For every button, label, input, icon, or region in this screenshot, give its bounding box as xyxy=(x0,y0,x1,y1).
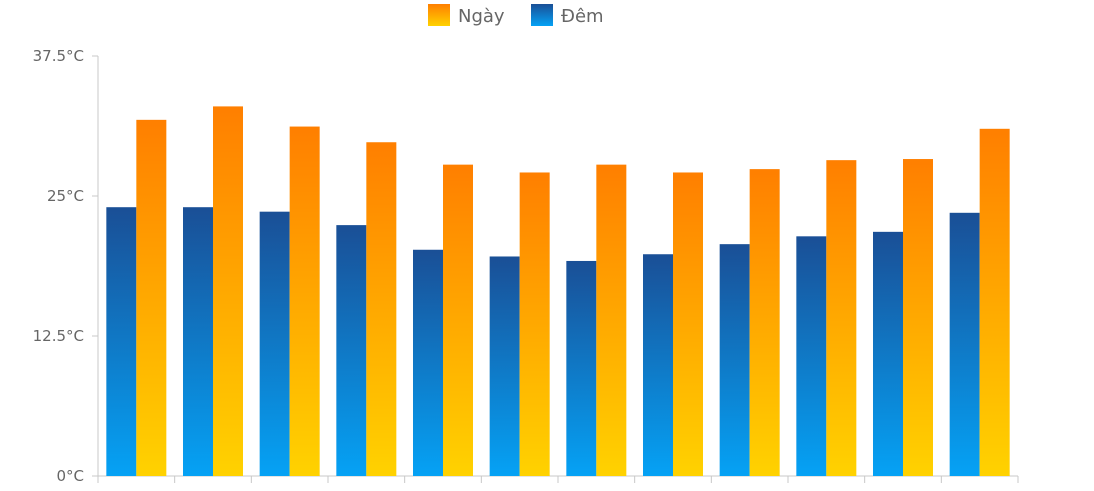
bar-day[interactable] xyxy=(289,126,320,476)
bar-day[interactable] xyxy=(596,164,627,476)
legend-swatch-night xyxy=(531,4,553,26)
bar-night[interactable] xyxy=(566,260,597,476)
bar-day[interactable] xyxy=(443,164,473,476)
bar-night[interactable] xyxy=(489,256,520,476)
bar-day[interactable] xyxy=(826,160,857,476)
bar-day[interactable] xyxy=(673,172,703,477)
bar-day[interactable] xyxy=(903,159,933,477)
y-tick-label: 0°C xyxy=(56,467,84,485)
bar-night[interactable] xyxy=(873,231,903,476)
legend-swatch-day xyxy=(428,4,450,26)
y-axis: 0°C 12.5°C 25°C 37.5°C xyxy=(33,47,98,485)
bar-night[interactable] xyxy=(336,225,367,476)
bar-night[interactable] xyxy=(183,207,213,476)
y-tick-label: 12.5°C xyxy=(33,327,84,345)
bar-day[interactable] xyxy=(366,142,397,477)
legend-label-night: Đêm xyxy=(561,6,604,27)
bar-night[interactable] xyxy=(259,211,290,476)
legend-item-day[interactable]: Ngày xyxy=(428,4,505,27)
y-tick-label: 25°C xyxy=(47,187,84,205)
bar-night[interactable] xyxy=(643,254,673,476)
legend-item-night[interactable]: Đêm xyxy=(531,4,604,27)
legend: Ngày Đêm xyxy=(428,4,604,27)
bar-night[interactable] xyxy=(719,244,750,476)
bar-day[interactable] xyxy=(136,119,167,476)
bars xyxy=(106,106,1010,477)
x-axis xyxy=(97,476,1019,483)
bar-day[interactable] xyxy=(749,169,780,476)
bar-day[interactable] xyxy=(519,172,550,477)
bar-night[interactable] xyxy=(413,249,443,476)
bar-night[interactable] xyxy=(796,236,827,476)
bar-day[interactable] xyxy=(213,106,243,477)
bar-night[interactable] xyxy=(106,207,137,476)
y-tick-label: 37.5°C xyxy=(33,47,84,65)
legend-label-day: Ngày xyxy=(458,6,505,27)
bar-day[interactable] xyxy=(979,128,1010,477)
bar-night[interactable] xyxy=(949,212,980,477)
